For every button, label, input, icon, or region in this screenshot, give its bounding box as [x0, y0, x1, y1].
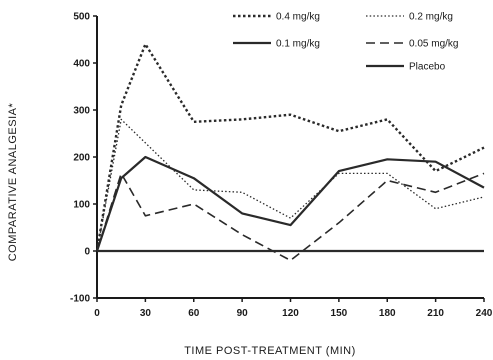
x-axis-title: TIME POST-TREATMENT (MIN): [184, 345, 356, 357]
legend-label-0-4-mg-kg: 0.4 mg/kg: [276, 12, 320, 23]
legend-label-placebo: Placebo: [409, 62, 446, 73]
series-line-0-4-mg-kg: [97, 44, 484, 251]
legend-label-0-2-mg-kg: 0.2 mg/kg: [409, 12, 453, 23]
x-tick-label: 210: [427, 308, 444, 319]
x-tick-label: 240: [476, 308, 493, 319]
series-line-0-2-mg-kg: [97, 119, 484, 251]
y-tick-label: 200: [73, 153, 90, 164]
x-tick-label: 180: [379, 308, 396, 319]
y-tick-label: 300: [73, 106, 90, 117]
x-tick-label: 150: [331, 308, 348, 319]
x-tick-label: 120: [282, 308, 299, 319]
y-tick-label: 0: [84, 247, 90, 258]
legend-label-0-1-mg-kg: 0.1 mg/kg: [276, 39, 320, 50]
y-tick-label: -100: [70, 294, 90, 305]
y-tick-label: 400: [73, 59, 90, 70]
x-tick-label: 30: [140, 308, 152, 319]
x-tick-label: 60: [188, 308, 200, 319]
series-layer: [97, 44, 484, 260]
y-tick-label: 100: [73, 200, 90, 211]
x-tick-label: 90: [237, 308, 249, 319]
legend: 0.4 mg/kg 0.2 mg/kg 0.1 mg/kg 0.05 mg/kg Pla…: [233, 12, 458, 73]
y-axis-title: COMPARATIVE ANALGESIA*: [7, 103, 19, 262]
legend-label-0-05-mg-kg: 0.05 mg/kg: [409, 39, 458, 50]
series-line-0-05-mg-kg: [97, 173, 484, 260]
x-tick-label: 0: [94, 308, 100, 319]
series-line-0-1-mg-kg: [97, 157, 484, 251]
y-tick-label: 500: [73, 12, 90, 23]
